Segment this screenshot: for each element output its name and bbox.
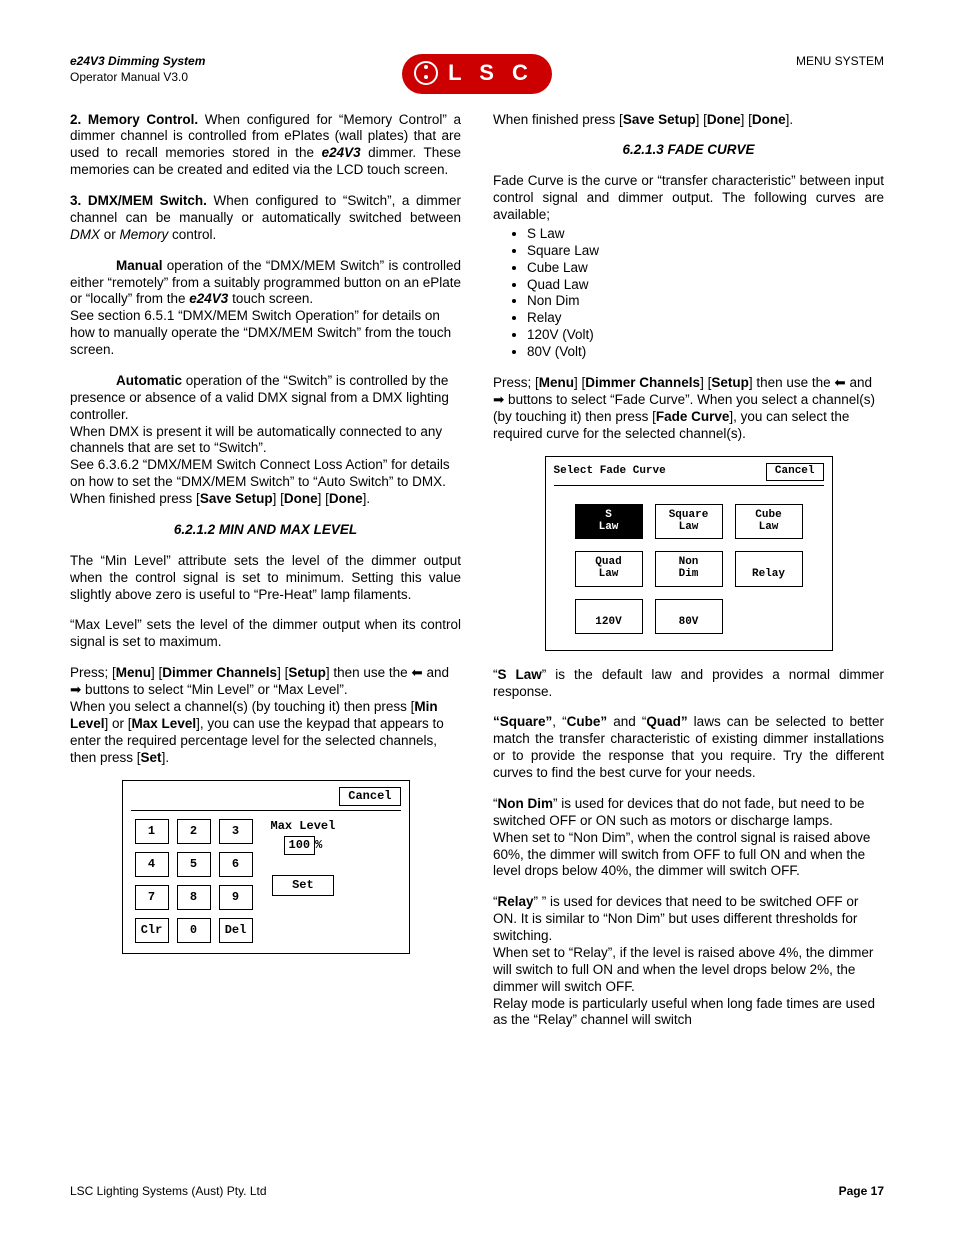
keypad-grid: 1 2 3 4 5 6 7 8 9 Clr 0 Del [135, 819, 253, 943]
key-4[interactable]: 4 [135, 852, 169, 877]
para-square-cube-quad: “Square”, “Cube” and “Quad” laws can be … [493, 714, 884, 782]
fade-curve-option[interactable]: 120V [575, 599, 643, 634]
para-dmx-mem: 3. DMX/MEM Switch. When configured to “S… [70, 193, 461, 244]
product-name: e24V3 Dimming System [70, 54, 402, 70]
fade-curve-figure: Select Fade Curve Cancel SLaw SquareLaw Cu… [545, 456, 833, 650]
fade-law-list: S Law Square Law Cube Law Quad Law Non D… [527, 226, 884, 361]
para-minlevel: The “Min Level” attribute sets the level… [70, 553, 461, 604]
manual-version: Operator Manual V3.0 [70, 70, 402, 86]
law-item: 80V (Volt) [527, 344, 884, 361]
lead-manual: Manual [116, 258, 163, 273]
keypad-cancel[interactable]: Cancel [339, 787, 400, 806]
law-item: 120V (Volt) [527, 327, 884, 344]
logo-text: L S C [448, 59, 534, 87]
footer-company: LSC Lighting Systems (Aust) Pty. Ltd [70, 1184, 267, 1199]
page-header: e24V3 Dimming System Operator Manual V3.… [70, 54, 884, 94]
fade-curve-option[interactable]: SLaw [575, 504, 643, 539]
fc-title: Select Fade Curve [554, 465, 666, 479]
right-column: When finished press [Save Setup] [Done] … [493, 112, 884, 1044]
para-relay: “Relay” ” is used for devices that need … [493, 894, 884, 1029]
keypad-readout: Max Level 100% Set [271, 819, 336, 943]
lead-dmxmem: 3. DMX/MEM Switch. [70, 193, 207, 208]
lead-auto: Automatic [116, 373, 182, 388]
key-6[interactable]: 6 [219, 852, 253, 877]
keypad-label: Max Level [271, 819, 336, 834]
logo-ring-icon [414, 61, 438, 85]
para-manual: Manual operation of the “DMX/MEM Switch”… [70, 258, 461, 359]
key-5[interactable]: 5 [177, 852, 211, 877]
key-1[interactable]: 1 [135, 819, 169, 844]
para-fade-intro: Fade Curve is the curve or “transfer cha… [493, 173, 884, 224]
para-press-menu: Press; [Menu] [Dimmer Channels] [Setup] … [70, 665, 461, 766]
fade-curve-option[interactable]: SquareLaw [655, 504, 723, 539]
law-item: Non Dim [527, 293, 884, 310]
law-item: Cube Law [527, 260, 884, 277]
para-automatic: Automatic operation of the “Switch” is c… [70, 373, 461, 508]
section-min-max-title: 6.2.1.2 MIN AND MAX LEVEL [70, 522, 461, 539]
fade-curve-option[interactable]: Relay [735, 551, 803, 586]
header-section: MENU SYSTEM [552, 54, 884, 69]
keypad-figure: Cancel 1 2 3 4 5 6 7 8 9 Clr 0 Del [122, 780, 410, 954]
para-press-fade: Press; [Menu] [Dimmer Channels] [Setup] … [493, 375, 884, 443]
page-footer: LSC Lighting Systems (Aust) Pty. Ltd Pag… [70, 1184, 884, 1199]
left-column: 2. Memory Control. When configured for “… [70, 112, 461, 1044]
key-9[interactable]: 9 [219, 885, 253, 910]
para-finish-save: When finished press [Save Setup] [Done] … [493, 112, 884, 129]
lsc-logo: L S C [402, 54, 552, 94]
key-7[interactable]: 7 [135, 885, 169, 910]
keypad-set[interactable]: Set [272, 875, 334, 896]
key-0[interactable]: 0 [177, 918, 211, 943]
law-item: S Law [527, 226, 884, 243]
fade-curve-option[interactable]: QuadLaw [575, 551, 643, 586]
key-8[interactable]: 8 [177, 885, 211, 910]
key-del[interactable]: Del [219, 918, 253, 943]
logo-wrap: L S C [402, 54, 552, 94]
keypad-value: 100 [284, 836, 316, 855]
para-memory-control: 2. Memory Control. When configured for “… [70, 112, 461, 180]
law-item: Quad Law [527, 277, 884, 294]
fade-curve-option[interactable]: NonDim [655, 551, 723, 586]
fade-curve-option[interactable]: CubeLaw [735, 504, 803, 539]
section-fade-curve-title: 6.2.1.3 FADE CURVE [493, 142, 884, 159]
lead-memory: 2. Memory Control. [70, 112, 198, 127]
para-maxlevel: “Max Level” sets the level of the dimmer… [70, 617, 461, 651]
law-item: Square Law [527, 243, 884, 260]
para-slaw: “S Law” is the default law and provides … [493, 667, 884, 701]
key-clr[interactable]: Clr [135, 918, 169, 943]
header-left: e24V3 Dimming System Operator Manual V3.… [70, 54, 402, 85]
footer-page: Page 17 [839, 1184, 884, 1199]
fc-cancel[interactable]: Cancel [766, 463, 824, 481]
fade-curve-option[interactable]: 80V [655, 599, 723, 634]
key-2[interactable]: 2 [177, 819, 211, 844]
law-item: Relay [527, 310, 884, 327]
key-3[interactable]: 3 [219, 819, 253, 844]
para-nondim: “Non Dim” is used for devices that do no… [493, 796, 884, 880]
